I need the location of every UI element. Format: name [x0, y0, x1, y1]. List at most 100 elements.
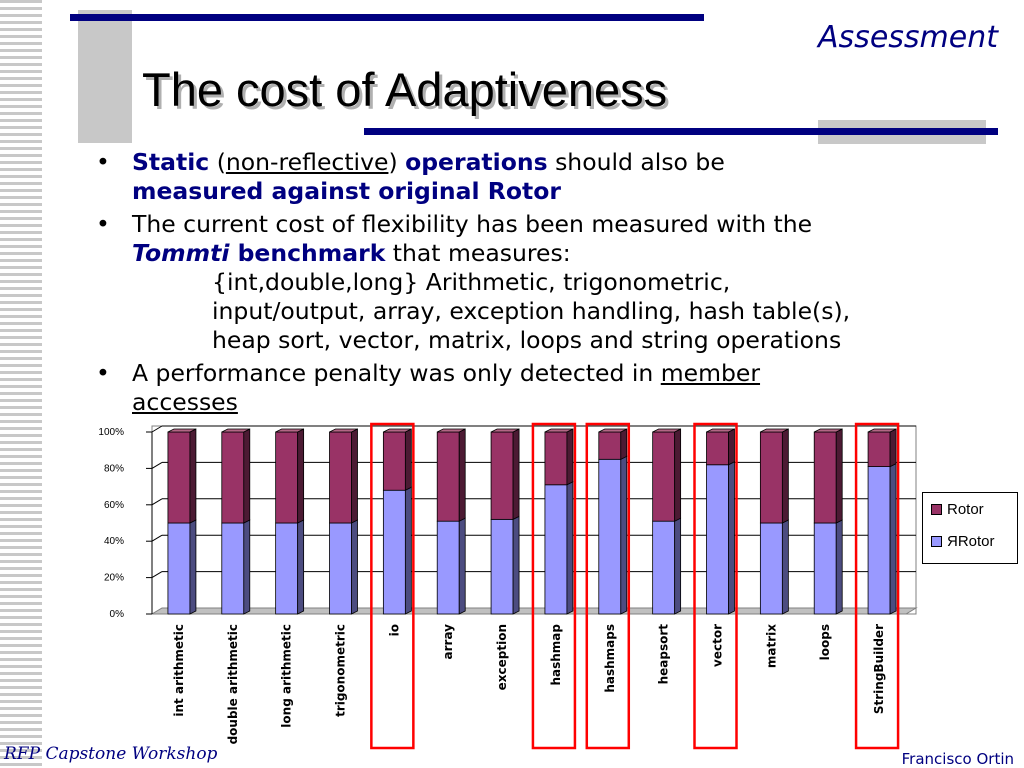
footer-workshop: RFP Capstone Workshop — [4, 744, 218, 764]
bar-rotor — [436, 431, 460, 522]
chart-legend: Rotor ЯRotor — [922, 492, 1018, 564]
measures-text: that measures: — [385, 239, 571, 267]
bullet-dot: • — [96, 359, 110, 387]
bar-rrotor — [706, 464, 729, 615]
bar-rotor-side — [781, 428, 789, 524]
y-tick-label: 80% — [104, 463, 124, 474]
paren-close: ) — [388, 148, 406, 176]
x-tick-label: trigonometric — [334, 624, 348, 717]
header-top-rule — [70, 14, 704, 21]
bar-rotor-top — [867, 428, 897, 433]
header-gray-block — [78, 10, 132, 143]
y-tick-label: 60% — [104, 500, 124, 511]
bar-rrotor — [221, 522, 245, 615]
bar-rrotor-side — [620, 455, 628, 615]
bar-rrotor-side — [351, 519, 358, 615]
bar-rrotor — [329, 522, 352, 615]
x-tick-label: exception — [495, 624, 509, 690]
accesses-word: accesses — [132, 388, 238, 416]
bar-rotor-side — [620, 428, 628, 460]
x-tick-label: array — [441, 624, 455, 660]
footer-author: Francisco Ortin — [901, 750, 1014, 768]
gridline-diagonal — [151, 534, 163, 542]
bar-rotor-top — [760, 428, 789, 433]
bar-rotor — [544, 431, 568, 486]
highlight-box — [370, 422, 415, 750]
static-word: Static — [132, 148, 210, 176]
highlight-box — [693, 422, 738, 750]
legend-swatch-rotor — [931, 504, 942, 515]
bar-rotor-side — [835, 428, 843, 524]
bar-rotor — [759, 431, 783, 524]
bar-rotor — [490, 431, 514, 520]
x-tick-label: long arithmetic — [280, 624, 294, 728]
paren-open: ( — [209, 148, 226, 176]
gridline-diagonal — [151, 425, 163, 433]
x-tick-label: double arithmetic — [226, 624, 240, 744]
bar-rrotor-side — [889, 462, 897, 615]
x-tick-label: loops — [818, 624, 832, 660]
bar-rotor — [652, 431, 676, 522]
bar-rrotor — [382, 489, 406, 615]
x-tick-label: heapsort — [657, 624, 671, 685]
highlight-box — [585, 422, 631, 750]
bar-rrotor-side — [566, 481, 574, 615]
header-bottom-rule — [364, 128, 998, 135]
bar-rotor-top — [221, 428, 250, 433]
x-tick-label: hashmap — [549, 624, 563, 686]
bar-rrotor-side — [189, 519, 197, 615]
detail-line-1: {int,double,long} Arithmetic, trigonomet… — [212, 268, 731, 296]
x-tick-label: int arithmetic — [172, 624, 186, 717]
bar-rrotor — [544, 484, 568, 615]
legend-item-rotor: Rotor — [931, 501, 984, 518]
bullet-list: • Static (non-reflective) operations sho… — [96, 148, 996, 421]
bar-rrotor — [813, 522, 837, 615]
bar-rotor — [706, 431, 729, 466]
benchmark-word: benchmark — [229, 239, 386, 267]
bar-rrotor — [167, 522, 191, 615]
section-label: Assessment — [818, 20, 998, 55]
legend-label-rotor: Rotor — [947, 501, 984, 518]
x-tick-label: matrix — [764, 624, 778, 668]
bar-rrotor — [759, 522, 783, 615]
bar-rotor-side — [674, 428, 682, 522]
member-word: member — [660, 359, 761, 387]
bar-rotor-top — [598, 428, 627, 433]
y-tick-label: 20% — [104, 573, 124, 584]
benchmark-chart: 0% 20% 40% 60% 80% 100% int arithmetic double a… — [98, 422, 918, 750]
bar-rrotor — [490, 518, 514, 615]
bar-rrotor — [275, 522, 299, 615]
bar-rotor-side — [243, 428, 251, 524]
bar-rotor — [167, 431, 191, 524]
bar-rotor — [867, 431, 891, 467]
bar-rrotor-side — [243, 519, 251, 615]
bar-rotor-side — [404, 428, 412, 491]
bar-rotor-top — [706, 428, 735, 433]
bar-rrotor-side — [458, 517, 466, 615]
y-tick-label: 0% — [110, 609, 125, 620]
flexibility-text: The current cost of flexibility has been… — [132, 210, 813, 238]
bar-rrotor — [436, 520, 460, 615]
bar-rotor — [813, 431, 837, 524]
benchmark-details: {int,double,long} Arithmetic, trigonomet… — [132, 268, 996, 355]
bar-rotor-side — [297, 428, 305, 524]
bullet-dot: • — [96, 210, 110, 238]
bar-rrotor-side — [781, 519, 789, 615]
highlight-box — [854, 422, 900, 750]
bar-rotor-side — [512, 428, 520, 521]
legend-label-rrotor: ЯRotor — [947, 533, 995, 550]
bar-rrotor — [598, 458, 622, 615]
bar-rotor — [382, 431, 406, 491]
tommti-word: Tommti — [132, 239, 230, 267]
x-tick-label: io — [387, 624, 401, 636]
page-title: The cost of Adaptiveness — [142, 63, 668, 116]
bar-rrotor-side — [404, 486, 412, 615]
bar-rotor-top — [544, 428, 574, 433]
bar-rotor-top — [383, 428, 412, 433]
y-tick-label: 40% — [104, 536, 124, 547]
bar-rotor-side — [458, 428, 466, 522]
bar-rotor — [598, 431, 622, 460]
bar-rrotor-side — [674, 517, 682, 615]
bar-rotor — [275, 431, 299, 524]
x-tick-label: hashmaps — [603, 624, 617, 693]
